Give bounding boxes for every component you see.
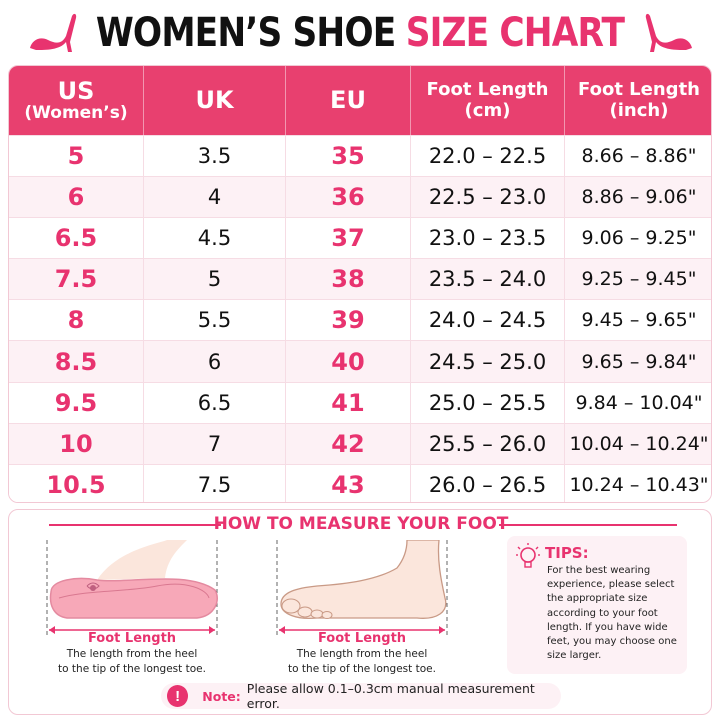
note-label: Note:	[202, 688, 241, 704]
cell-uk: 6	[144, 341, 286, 382]
tips-box: TIPS: For the best wearing experience, p…	[507, 536, 687, 674]
lightbulb-icon	[516, 543, 540, 568]
header-foot-inch: Foot Length (inch)	[565, 66, 711, 135]
cell-uk: 7	[144, 423, 286, 464]
foot-desc-line2: to the tip of the longest toe.	[288, 663, 436, 676]
cell-cm: 25.5 – 26.0	[411, 423, 565, 464]
cell-eu: 40	[286, 341, 411, 382]
note-bar: ! Note: Please allow 0.1–0.3cm manual me…	[161, 681, 561, 711]
cell-eu: 43	[286, 464, 411, 502]
cell-cm: 22.0 – 22.5	[411, 136, 565, 177]
header-foot-cm-line1: Foot Length	[426, 79, 549, 101]
cell-cm: 22.5 – 23.0	[411, 177, 565, 218]
header-uk-label: UK	[195, 86, 234, 115]
cell-eu: 37	[286, 218, 411, 259]
cell-uk: 6.5	[144, 382, 286, 423]
cell-us: 10	[9, 423, 144, 464]
cell-inch: 9.25 – 9.45"	[581, 268, 697, 291]
cell-inch: 8.86 – 9.06"	[581, 186, 697, 209]
tips-title: TIPS:	[545, 544, 589, 562]
cell-cm: 25.0 – 25.5	[411, 382, 565, 423]
cell-inch: 9.84 – 10.04"	[575, 391, 703, 414]
high-heel-icon	[645, 13, 692, 52]
cell-inch: 8.66 – 8.86"	[581, 145, 697, 168]
measure-panel: HOW TO MEASURE YOUR FOOT Foot Length The…	[8, 509, 712, 715]
flat-shoe-icon	[46, 540, 218, 636]
cell-us: 6.5	[9, 218, 144, 259]
foot-foot-length-label: Foot Length	[317, 631, 407, 646]
foot-foot-length-desc: The length from the heel to the tip of t…	[267, 647, 457, 677]
title-part-black: WOMEN’S SHOE	[95, 10, 396, 56]
size-chart-table: US (Women’s) UK EU Foot Length (cm) Foot…	[8, 65, 712, 503]
table-row: 6 4 36 22.5 – 23.0 8.86 – 9.06"	[9, 176, 711, 218]
cell-cm: 24.5 – 25.0	[411, 341, 565, 382]
cell-cm: 24.0 – 24.5	[411, 300, 565, 341]
table-row: 8 5.5 39 24.0 – 24.5 9.45 – 9.65"	[9, 299, 711, 341]
table-row: 5 3.5 35 22.0 – 22.5 8.66 – 8.86"	[9, 135, 711, 177]
tips-text: For the best wearing experience, please …	[547, 565, 677, 662]
cell-eu: 35	[286, 136, 411, 177]
cell-us: 9.5	[9, 382, 144, 423]
cell-us: 8	[9, 300, 144, 341]
header-us-line2: (Women’s)	[24, 103, 128, 124]
header-eu-label: EU	[330, 86, 366, 115]
page-title: WOMEN’S SHOE SIZE CHART	[50, 4, 669, 62]
table-header: US (Women’s) UK EU Foot Length (cm) Foot…	[9, 66, 711, 135]
cell-us: 6	[9, 177, 144, 218]
title-divider-left	[49, 524, 221, 526]
table-row: 8.5 6 40 24.5 – 25.0 9.65 – 9.84"	[9, 340, 711, 382]
cell-eu: 41	[286, 382, 411, 423]
note-text: Please allow 0.1–0.3cm manual measuremen…	[246, 681, 535, 711]
high-heel-icon	[30, 13, 77, 52]
shoe-foot-length-label: Foot Length	[87, 631, 177, 646]
header-us: US (Women’s)	[9, 66, 144, 135]
header-eu: EU	[286, 66, 411, 135]
cell-uk: 5	[144, 259, 286, 300]
cell-uk: 7.5	[144, 464, 286, 502]
cell-uk: 3.5	[144, 136, 286, 177]
cell-inch: 9.06 – 9.25"	[581, 227, 697, 250]
cell-eu: 42	[286, 423, 411, 464]
shoe-desc-line2: to the tip of the longest toe.	[58, 663, 206, 676]
table-row: 9.5 6.5 41 25.0 – 25.5 9.84 – 10.04"	[9, 381, 711, 423]
cell-eu: 36	[286, 177, 411, 218]
table-row: 6.5 4.5 37 23.0 – 23.5 9.06 – 9.25"	[9, 217, 711, 259]
alert-icon: !	[167, 685, 189, 707]
cell-uk: 4.5	[144, 218, 286, 259]
measure-title: HOW TO MEASURE YOUR FOOT	[213, 514, 509, 534]
cell-eu: 39	[286, 300, 411, 341]
cell-cm: 23.0 – 23.5	[411, 218, 565, 259]
shoe-foot-length-desc: The length from the heel to the tip of t…	[37, 647, 227, 677]
foot-desc-line1: The length from the heel	[296, 648, 428, 660]
cell-uk: 5.5	[144, 300, 286, 341]
bare-foot-icon	[276, 540, 448, 636]
header-foot-cm-line2: (cm)	[464, 99, 511, 121]
header-foot-inch-line1: Foot Length	[578, 79, 700, 101]
header-foot-inch-line2: (inch)	[609, 99, 669, 121]
cell-inch: 10.04 – 10.24"	[569, 432, 709, 455]
cell-eu: 38	[286, 259, 411, 300]
cell-inch: 9.45 – 9.65"	[581, 309, 697, 332]
cell-cm: 23.5 – 24.0	[411, 259, 565, 300]
shoe-desc-line1: The length from the heel	[66, 648, 198, 660]
title-part-pink: SIZE CHART	[405, 10, 625, 56]
table-body: 5 3.5 35 22.0 – 22.5 8.66 – 8.86" 6 4 36…	[9, 135, 711, 502]
cell-us: 7.5	[9, 259, 144, 300]
header-foot-cm: Foot Length (cm)	[411, 66, 565, 135]
title-divider-right	[499, 524, 677, 526]
cell-us: 8.5	[9, 341, 144, 382]
cell-inch: 10.24 – 10.43"	[569, 473, 709, 496]
cell-us: 10.5	[9, 464, 144, 502]
cell-uk: 4	[144, 177, 286, 218]
cell-inch: 9.65 – 9.84"	[581, 350, 697, 373]
cell-cm: 26.0 – 26.5	[411, 464, 565, 502]
table-row: 10 7 42 25.5 – 26.0 10.04 – 10.24"	[9, 422, 711, 464]
table-row: 10.5 7.5 43 26.0 – 26.5 10.24 – 10.43"	[9, 463, 711, 502]
header-us-line1: US	[57, 76, 95, 105]
cell-us: 5	[9, 136, 144, 177]
header-uk: UK	[144, 66, 286, 135]
table-row: 7.5 5 38 23.5 – 24.0 9.25 – 9.45"	[9, 258, 711, 300]
